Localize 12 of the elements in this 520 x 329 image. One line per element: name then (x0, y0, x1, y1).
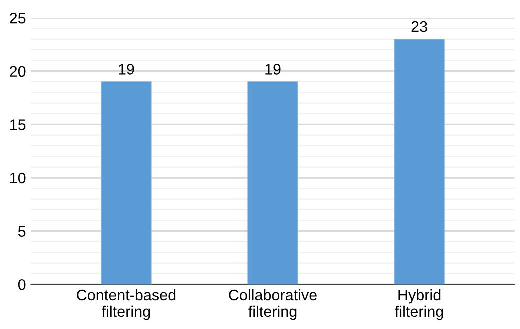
y-tick-label: 5 (18, 226, 26, 237)
y-tick-label: 10 (10, 172, 26, 184)
y-tick-label: 20 (10, 66, 26, 78)
data-label: 23 (412, 21, 428, 32)
x-tick-label: Content-based filtering (77, 289, 176, 320)
data-label: 19 (119, 64, 134, 75)
data-label: 19 (266, 64, 281, 75)
y-tick-label: 0 (18, 279, 26, 290)
x-tick-label: Collaborative filtering (229, 289, 317, 320)
y-tick-label: 25 (10, 12, 26, 24)
y-tick-label: 15 (10, 120, 26, 130)
x-tick-label: Hybrid filtering (395, 289, 444, 320)
